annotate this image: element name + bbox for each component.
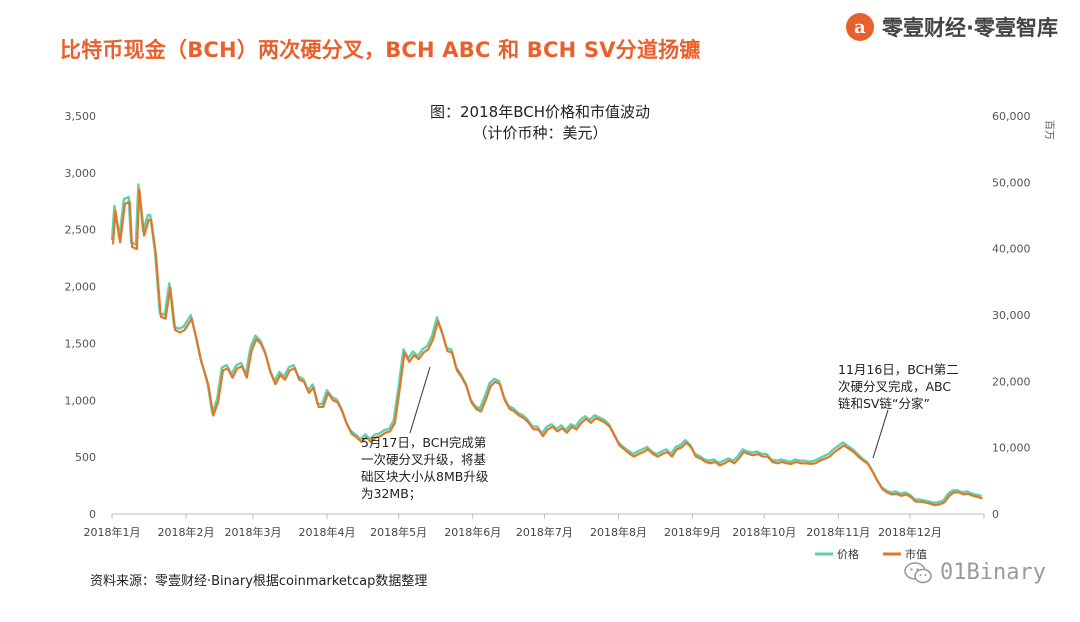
x-tick-label: 2018年8月 [590,525,647,539]
watermark: 01Binary [904,560,1046,585]
brand: a 零壹财经·零壹智库 [846,12,1058,42]
y-tick-label: 2,500 [65,224,97,237]
annotation-pointer [409,366,431,434]
x-tick-label: 2018年12月 [878,525,942,539]
chart-title: 图：2018年BCH价格和市值波动 [430,103,650,121]
y2-unit-label: 百万 [1043,120,1055,140]
y-tick-label: 3,000 [65,167,97,180]
series-layer [110,183,983,507]
x-tick-label: 2018年5月 [370,525,427,539]
page-headline: 比特币现金（BCH）两次硬分叉，BCH ABC 和 BCH SV分道扬镳 [60,38,701,62]
watermark-text: 01Binary [940,560,1046,585]
bch-chart: 图：2018年BCH价格和市值波动 （计价币种：美元） 百万 3,500 3,00… [65,103,1056,560]
x-axis: 2018年1月 2018年2月 2018年3月 2018年4月 2018年5月 2018年… [84,514,985,539]
y2-tick-label: 30,000 [992,309,1031,322]
y-tick-label: 2,000 [65,281,97,294]
legend-label: 市值 [905,547,927,560]
y2-tick-label: 20,000 [992,375,1031,388]
y2-tick-label: 40,000 [992,243,1031,256]
y-tick-label: 500 [75,451,96,464]
y-tick-label: 1,000 [65,394,97,407]
y-tick-label: 1,500 [65,337,97,350]
annotation-pointer [872,409,889,459]
annotation-text: 一次硬分叉升级，将基 [361,452,487,467]
chart-subtitle: （计价币种：美元） [472,124,607,142]
x-tick-label: 2018年3月 [224,525,281,539]
x-tick-label: 2018年10月 [732,525,796,539]
annotation-text: 础区块大小从8MB升级 [361,469,489,484]
annotation-text: 为32MB； [361,486,421,501]
y-axis-left: 3,500 3,000 2,500 2,000 1,500 1,000 500 0 [65,110,97,521]
annotation-text: 次硬分叉完成，ABC [838,379,951,394]
x-tick-label: 2018年4月 [299,525,356,539]
annotation-text: 5月17日，BCH完成第 [361,435,486,450]
x-tick-label: 2018年6月 [444,525,501,539]
y-tick-label: 0 [89,508,96,521]
brand-name: 零壹财经·零壹智库 [882,16,1058,40]
y2-tick-label: 50,000 [992,176,1031,189]
y-tick-label: 3,500 [65,110,97,123]
brand-logo-icon: a [846,13,875,41]
annotation-text: 11月16日，BCH第二 [838,362,959,377]
series-line-market-cap [111,188,983,507]
x-tick-label: 2018年7月 [516,525,573,539]
series-line-price [110,183,982,504]
x-tick-label: 2018年11月 [806,525,870,539]
y2-tick-label: 0 [992,508,999,521]
legend: 价格 市值 [815,547,927,560]
source-note: 资料来源：零壹财经·Binary根据coinmarketcap数据整理 [90,574,428,589]
x-tick-label: 2018年9月 [664,525,721,539]
wechat-icon [904,561,932,583]
y2-tick-label: 60,000 [992,110,1031,123]
y-axis-right: 60,000 50,000 40,000 30,000 20,000 10,000 0 [992,110,1031,521]
x-tick-label: 2018年1月 [84,525,141,539]
y2-tick-label: 10,000 [992,442,1031,455]
x-tick-label: 2018年2月 [158,525,215,539]
annotation-text: 链和SV链“分家” [838,396,930,411]
legend-label: 价格 [837,547,859,560]
